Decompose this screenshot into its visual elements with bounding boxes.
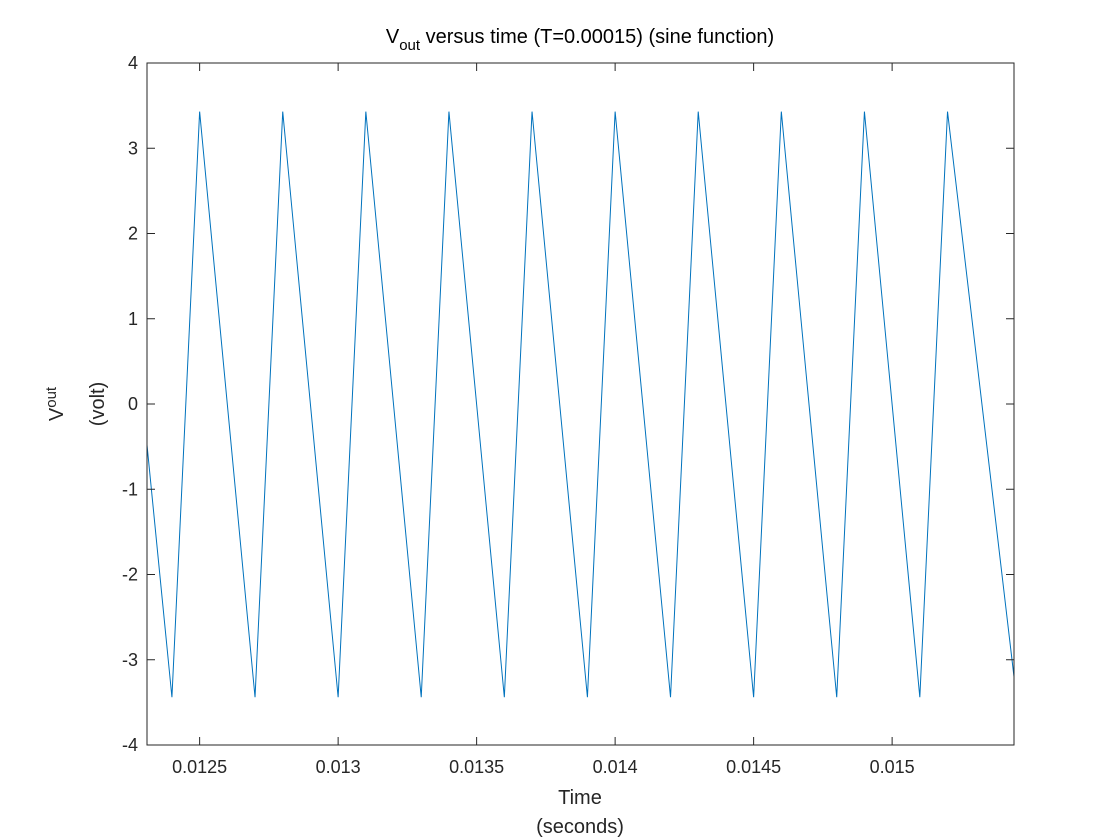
data-point [504,697,505,698]
data-point [753,697,754,698]
x-tick-label: 0.0135 [449,757,504,777]
chart-title-rest: versus time (T=0.00015) (sine function) [420,26,774,48]
data-point [338,697,339,698]
data-point [698,111,699,112]
y-tick-label: 3 [128,138,138,158]
y-tick-label: 1 [128,309,138,329]
axes-background [147,63,1014,745]
data-point [254,697,255,698]
data-point [864,111,865,112]
x-axis-ticks: 0.0125 0.013 0.0135 0.014 0.0145 0.015 [172,63,915,777]
data-point [947,111,948,112]
x-tick-label: 0.014 [593,757,638,777]
data-point [448,111,449,112]
y-axis-label-subscript: out [43,386,60,408]
x-axis-label-line1: Time [558,787,602,809]
data-point [919,697,920,698]
data-point [670,697,671,698]
data-point [365,111,366,112]
y-tick-label: -4 [122,735,138,755]
y-axis-ticks: -4 -3 -2 -1 0 1 2 3 4 [122,53,1014,755]
data-point [836,697,837,698]
y-axis-label-line1: Vout [43,386,68,421]
data-point [171,697,172,698]
data-layer [147,111,1014,698]
x-tick-label: 0.0125 [172,757,227,777]
data-point [615,111,616,112]
y-tick-label: -2 [122,565,138,585]
x-tick-label: 0.0145 [726,757,781,777]
y-tick-label: -1 [122,479,138,499]
data-point [421,697,422,698]
x-tick-label: 0.013 [316,757,361,777]
x-tick-label: 0.015 [870,757,915,777]
y-tick-label: 0 [128,394,138,414]
y-tick-label: 4 [128,53,138,73]
y-tick-label: 2 [128,224,138,244]
data-point [587,697,588,698]
data-point [531,111,532,112]
chart-title: Vout versus time (T=0.00015) (sine funct… [386,26,774,54]
data-point [199,111,200,112]
chart-title-main: V [386,26,400,48]
data-point [282,111,283,112]
y-axis-label-line2: (volt) [87,382,109,426]
y-axis-label-main: V [46,407,68,421]
series-line-0 [147,111,1014,698]
chart-title-subscript: out [399,37,421,54]
y-tick-label: -3 [122,650,138,670]
x-axis-label-line2: (seconds) [536,816,624,838]
data-point [781,111,782,112]
